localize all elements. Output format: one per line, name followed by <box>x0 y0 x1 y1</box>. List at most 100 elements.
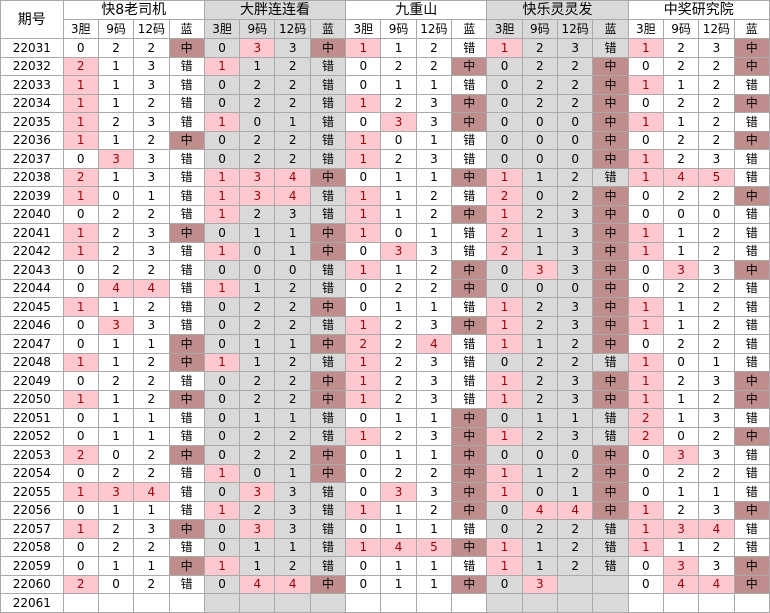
period-cell: 22053 <box>0 445 64 465</box>
count-cell: 2 <box>133 574 170 594</box>
count-cell: 2 <box>521 93 558 113</box>
count-cell: 3 <box>698 500 735 520</box>
count-cell: 3 <box>133 167 170 187</box>
count-cell: 0 <box>345 278 382 298</box>
count-cell: 2 <box>239 371 276 391</box>
blue-result-cell: 错 <box>309 426 347 446</box>
period-cell: 22031 <box>0 38 64 58</box>
count-cell: 4 <box>274 186 311 206</box>
period-cell: 22044 <box>0 278 64 298</box>
count-cell: 4 <box>521 500 558 520</box>
count-cell: 1 <box>627 149 664 169</box>
count-cell: 1 <box>415 445 453 465</box>
blue-result-cell: 错 <box>451 130 488 150</box>
count-cell: 2 <box>486 186 523 206</box>
count-cell: 1 <box>556 482 594 502</box>
count-cell: 1 <box>345 500 382 520</box>
count-cell: 2 <box>698 537 735 557</box>
count-cell: 0 <box>556 112 594 132</box>
blue-result-cell: 中 <box>592 241 629 261</box>
count-cell: 3 <box>133 223 170 243</box>
blue-result-cell: 错 <box>168 260 205 280</box>
count-cell: 1 <box>239 352 276 372</box>
count-cell: 1 <box>415 130 453 150</box>
count-cell: 2 <box>662 500 700 520</box>
table-row: 22053 2 0 2 中 0 2 2 中 0 1 1 中 0 0 0 中 0 3 3 错 <box>0 445 770 465</box>
blue-result-cell: 错 <box>309 556 347 576</box>
count-cell: 3 <box>415 352 453 372</box>
blue-result-cell: 中 <box>733 130 770 150</box>
blue-result-cell: 错 <box>309 537 347 557</box>
blue-result-cell: 错 <box>309 204 347 224</box>
count-cell: 2 <box>521 519 558 539</box>
count-cell: 0 <box>521 445 558 465</box>
period-cell: 22060 <box>0 574 64 594</box>
count-cell: 0 <box>62 556 99 576</box>
count-cell: 0 <box>486 278 523 298</box>
blue-result-cell: 错 <box>733 75 770 95</box>
count-cell: 1 <box>62 297 99 317</box>
count-cell: 1 <box>203 500 241 520</box>
count-cell: 0 <box>380 223 417 243</box>
count-cell: 1 <box>345 130 382 150</box>
count-cell: 0 <box>486 149 523 169</box>
count-cell: 2 <box>486 241 523 261</box>
count-cell: 1 <box>97 352 135 372</box>
blue-result-cell: 中 <box>309 334 347 354</box>
count-cell: 1 <box>627 315 664 335</box>
count-cell: 3 <box>415 426 453 446</box>
period-cell: 22046 <box>0 315 64 335</box>
count-cell: 2 <box>698 297 735 317</box>
blue-result-cell: 中 <box>168 352 205 372</box>
blue-result-cell: 错 <box>733 352 770 372</box>
count-cell: 0 <box>62 204 99 224</box>
count-cell: 2 <box>380 56 417 76</box>
blue-result-cell <box>309 593 347 613</box>
table-row: 22047 0 1 1 中 0 1 1 中 2 2 4 错 1 1 2 中 0 2 2 错 <box>0 334 770 354</box>
count-cell: 3 <box>698 445 735 465</box>
count-cell: 0 <box>380 130 417 150</box>
sub-header-cell: 3胆 <box>203 19 241 39</box>
blue-result-cell: 错 <box>451 389 488 409</box>
count-cell: 1 <box>345 93 382 113</box>
sub-header-cell: 12码 <box>274 19 311 39</box>
count-cell: 0 <box>203 315 241 335</box>
count-cell: 0 <box>627 574 664 594</box>
count-cell: 1 <box>97 297 135 317</box>
count-cell: 0 <box>345 112 382 132</box>
count-cell: 2 <box>97 38 135 58</box>
blue-result-cell: 错 <box>168 463 205 483</box>
count-cell: 1 <box>203 556 241 576</box>
table-row: 22041 1 2 3 中 0 1 1 中 1 0 1 错 2 1 3 中 1 1 2 错 <box>0 223 770 243</box>
blue-result-cell <box>451 593 488 613</box>
blue-result-cell: 中 <box>733 500 770 520</box>
blue-result-cell: 中 <box>451 204 488 224</box>
blue-result-cell: 错 <box>309 75 347 95</box>
count-cell: 2 <box>274 556 311 576</box>
count-cell: 2 <box>62 167 99 187</box>
count-cell: 3 <box>662 445 700 465</box>
blue-result-cell: 错 <box>451 297 488 317</box>
count-cell: 3 <box>415 93 453 113</box>
table-row: 22034 1 1 2 错 0 2 2 错 1 2 3 中 0 2 2 中 0 2 2 中 <box>0 93 770 113</box>
count-cell: 0 <box>203 537 241 557</box>
blue-result-cell: 中 <box>309 241 347 261</box>
count-cell: 3 <box>133 241 170 261</box>
blue-result-cell: 错 <box>451 371 488 391</box>
count-cell <box>627 593 664 613</box>
count-cell: 1 <box>627 352 664 372</box>
count-cell: 0 <box>203 75 241 95</box>
count-cell: 3 <box>662 260 700 280</box>
period-cell: 22036 <box>0 130 64 150</box>
count-cell: 0 <box>486 500 523 520</box>
blue-result-cell: 错 <box>168 56 205 76</box>
count-cell: 0 <box>627 278 664 298</box>
table-row: 22042 1 2 3 错 1 0 1 中 0 3 3 错 2 1 3 中 1 1 2 错 <box>0 241 770 261</box>
count-cell: 0 <box>627 463 664 483</box>
period-cell: 22034 <box>0 93 64 113</box>
count-cell: 0 <box>521 112 558 132</box>
count-cell: 2 <box>345 334 382 354</box>
blue-result-cell: 错 <box>309 93 347 113</box>
count-cell: 3 <box>556 315 594 335</box>
count-cell: 0 <box>627 260 664 280</box>
